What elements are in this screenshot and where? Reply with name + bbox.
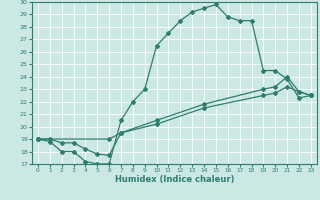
- X-axis label: Humidex (Indice chaleur): Humidex (Indice chaleur): [115, 175, 234, 184]
